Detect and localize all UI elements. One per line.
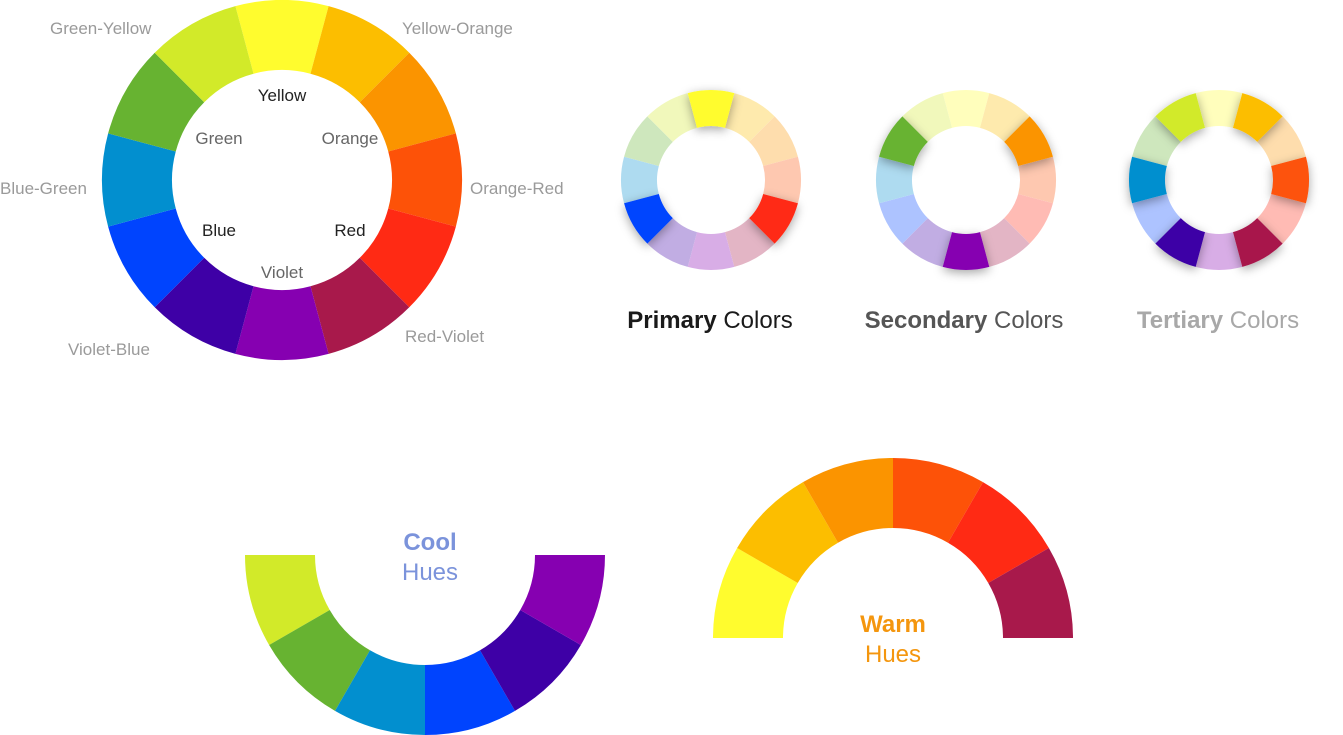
label-orange-red: Orange-Red bbox=[470, 179, 564, 198]
caption-bold: Tertiary bbox=[1137, 307, 1224, 334]
wheel-segment-violet-blue bbox=[154, 257, 254, 354]
caption-rest: Colors bbox=[1223, 307, 1299, 334]
scheme-highlight-yellow-orange bbox=[1232, 93, 1283, 142]
scheme-segment-orange bbox=[1257, 116, 1306, 167]
label-blue-green: Blue-Green bbox=[0, 179, 87, 198]
cool-subtitle: Hues bbox=[402, 559, 458, 586]
warm-segment-yellow-orange bbox=[737, 482, 838, 583]
scheme-segment-blue bbox=[879, 193, 928, 244]
wheel-segment-blue bbox=[108, 208, 205, 308]
wheel-segment-yellow bbox=[235, 0, 329, 74]
main-color-wheel bbox=[101, 0, 463, 361]
warm-hues-arc bbox=[713, 458, 1073, 638]
warm-title: Warm bbox=[860, 611, 926, 638]
scheme-highlight-orange bbox=[1004, 116, 1053, 167]
scheme-highlight-blue-green bbox=[1129, 156, 1167, 204]
scheme-segment-orange-red bbox=[1018, 156, 1056, 204]
cool-segment-violet-blue bbox=[480, 610, 581, 711]
scheme-highlight-red bbox=[749, 193, 798, 244]
scheme-segment-green-yellow bbox=[902, 93, 953, 142]
scheme-highlight-green bbox=[879, 116, 928, 167]
scheme-segment-yellow bbox=[942, 90, 990, 128]
cool-title: Cool bbox=[403, 529, 456, 556]
label-yellow-orange: Yellow-Orange bbox=[402, 19, 513, 38]
scheme-segment-green bbox=[624, 116, 673, 167]
cool-segment-blue-green bbox=[335, 650, 425, 735]
label-green: Green bbox=[195, 129, 242, 148]
tertiary-colors-wheel bbox=[1129, 90, 1309, 270]
scheme-highlight-red-violet bbox=[1232, 218, 1283, 267]
wheel-segment-green-yellow bbox=[154, 6, 254, 103]
primary-colors-wheel bbox=[621, 90, 801, 270]
scheme-segment-yellow-orange bbox=[724, 93, 775, 142]
scheme-segment-green-yellow bbox=[647, 93, 698, 142]
cool-segment-violet bbox=[520, 555, 605, 645]
scheme-segment-blue bbox=[1132, 193, 1181, 244]
label-yellow: Yellow bbox=[258, 86, 307, 105]
wheel-segment-red bbox=[359, 208, 456, 308]
label-red: Red bbox=[334, 221, 365, 240]
scheme-highlight-orange-red bbox=[1271, 156, 1309, 204]
wheel-segment-violet bbox=[235, 286, 329, 361]
wheel-segment-orange bbox=[359, 52, 456, 152]
scheme-segment-violet bbox=[1195, 232, 1243, 270]
warm-segment-orange-red bbox=[893, 458, 983, 543]
scheme-segment-red bbox=[1257, 193, 1306, 244]
scheme-segment-violet bbox=[687, 232, 735, 270]
cool-segment-blue bbox=[425, 650, 515, 735]
warm-segment-red bbox=[948, 482, 1049, 583]
label-violet-blue: Violet-Blue bbox=[68, 340, 150, 359]
scheme-segment-violet-blue bbox=[647, 218, 698, 267]
label-red-violet: Red-Violet bbox=[405, 327, 484, 346]
secondary-colors-wheel bbox=[876, 90, 1056, 270]
wheel-segment-orange-red bbox=[388, 133, 463, 227]
scheme-highlight-blue bbox=[624, 193, 673, 244]
cool-hues-arc bbox=[245, 555, 605, 735]
scheme-segment-yellow bbox=[1195, 90, 1243, 128]
wheel-segment-red-violet bbox=[310, 257, 410, 354]
tertiary-colors-caption: Tertiary Colors bbox=[1137, 307, 1299, 334]
label-blue: Blue bbox=[202, 221, 236, 240]
scheme-segment-red-violet bbox=[724, 218, 775, 267]
caption-bold: Primary bbox=[627, 307, 717, 334]
warm-segment-red-violet bbox=[988, 548, 1073, 638]
label-orange: Orange bbox=[322, 129, 379, 148]
scheme-segment-orange-red bbox=[763, 156, 801, 204]
caption-rest: Colors bbox=[717, 307, 793, 334]
warm-segment-yellow bbox=[713, 548, 798, 638]
caption-bold: Secondary bbox=[865, 307, 988, 334]
scheme-highlight-violet-blue bbox=[1155, 218, 1206, 267]
scheme-segment-blue-green bbox=[876, 156, 914, 204]
scheme-highlight-green-yellow bbox=[1155, 93, 1206, 142]
scheme-segment-yellow-orange bbox=[979, 93, 1030, 142]
warm-segment-orange bbox=[803, 458, 893, 543]
primary-colors-caption: Primary Colors bbox=[627, 307, 792, 334]
cool-segment-green bbox=[269, 610, 370, 711]
scheme-segment-red bbox=[1004, 193, 1053, 244]
secondary-colors-caption: Secondary Colors bbox=[865, 307, 1064, 334]
wheel-segment-blue-green bbox=[101, 133, 176, 227]
scheme-segment-red-violet bbox=[979, 218, 1030, 267]
wheel-segment-yellow-orange bbox=[310, 6, 410, 103]
scheme-segment-orange bbox=[749, 116, 798, 167]
warm-subtitle: Hues bbox=[865, 641, 921, 668]
scheme-segment-blue-green bbox=[621, 156, 659, 204]
scheme-highlight-yellow bbox=[687, 90, 735, 128]
cool-segment-green-yellow bbox=[245, 555, 330, 645]
label-green-yellow: Green-Yellow bbox=[50, 19, 152, 38]
caption-rest: Colors bbox=[987, 307, 1063, 334]
scheme-segment-violet-blue bbox=[902, 218, 953, 267]
wheel-segment-green bbox=[108, 52, 205, 152]
label-violet: Violet bbox=[261, 263, 303, 282]
scheme-highlight-violet bbox=[942, 232, 990, 270]
scheme-segment-green bbox=[1132, 116, 1181, 167]
